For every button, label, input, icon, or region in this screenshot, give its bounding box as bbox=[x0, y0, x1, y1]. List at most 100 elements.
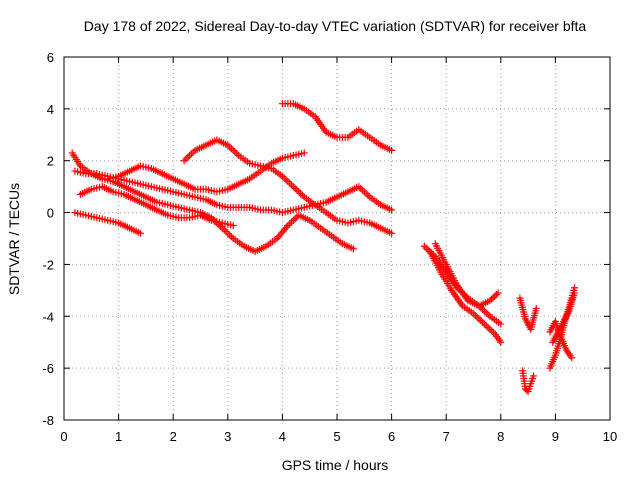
y-tick-labels: -8 -6 -4 -2 0 2 4 6 bbox=[42, 50, 54, 428]
data-point-marker bbox=[226, 231, 234, 239]
data-point-marker bbox=[420, 242, 428, 250]
data-point-marker bbox=[530, 372, 538, 380]
x-tick-label: 7 bbox=[443, 429, 450, 444]
x-tick-label: 0 bbox=[60, 429, 67, 444]
data-point-marker bbox=[357, 184, 365, 192]
y-tick-label: -6 bbox=[42, 361, 54, 376]
data-point-marker bbox=[180, 157, 188, 165]
y-tick-label: 4 bbox=[47, 102, 54, 117]
data-point-marker bbox=[289, 183, 297, 191]
data-point-marker bbox=[473, 313, 481, 321]
data-point-marker bbox=[486, 297, 494, 305]
x-tick-label: 8 bbox=[497, 429, 504, 444]
x-tick-label: 1 bbox=[115, 429, 122, 444]
data-point-marker bbox=[488, 327, 496, 335]
data-point-marker bbox=[571, 289, 579, 297]
y-tick-label: 2 bbox=[47, 154, 54, 169]
data-point-marker bbox=[388, 146, 396, 154]
data-point-marker bbox=[471, 311, 479, 319]
data-point-marker bbox=[231, 148, 239, 156]
data-point-marker bbox=[284, 177, 292, 185]
y-tick-label: -2 bbox=[42, 257, 54, 272]
data-point-marker bbox=[479, 318, 487, 326]
data-point-marker bbox=[227, 145, 235, 153]
data-point-marker bbox=[388, 206, 396, 214]
data-point-marker bbox=[482, 309, 490, 317]
data-point-marker bbox=[486, 325, 494, 333]
series-arc-15 bbox=[546, 317, 576, 362]
data-point-marker bbox=[282, 176, 290, 184]
data-point-marker bbox=[288, 181, 295, 189]
data-point-marker bbox=[280, 174, 288, 182]
data-point-marker bbox=[480, 320, 488, 328]
data-point-marker bbox=[497, 320, 505, 328]
data-point-marker bbox=[479, 305, 487, 313]
data-point-marker bbox=[293, 186, 301, 194]
series-arc-6 bbox=[180, 136, 396, 237]
data-point-marker bbox=[289, 216, 297, 224]
y-tick-label: -4 bbox=[42, 309, 54, 324]
series-arc-3 bbox=[71, 209, 144, 237]
x-tick-label: 2 bbox=[170, 429, 177, 444]
data-point-marker bbox=[229, 146, 237, 154]
data-point-marker bbox=[291, 184, 299, 192]
series-arc-9 bbox=[426, 247, 505, 346]
data-point-marker bbox=[295, 188, 303, 196]
series-arc-1 bbox=[68, 149, 357, 255]
data-point-marker bbox=[286, 220, 294, 228]
y-axis-label: SDTVAR / TECUs bbox=[6, 183, 22, 295]
x-axis-label: GPS time / hours bbox=[282, 457, 389, 473]
data-point-marker bbox=[360, 188, 368, 196]
data-point-marker bbox=[293, 213, 301, 221]
chart-title: Day 178 of 2022, Sidereal Day-to-day VTE… bbox=[84, 18, 587, 34]
data-point-marker bbox=[222, 228, 230, 236]
data-point-marker bbox=[480, 307, 488, 315]
data-point-marker bbox=[349, 245, 357, 253]
data-point-marker bbox=[297, 190, 305, 198]
data-point-marker bbox=[300, 149, 308, 157]
data-point-marker bbox=[484, 324, 492, 332]
data-point-marker bbox=[482, 322, 490, 330]
data-point-marker bbox=[568, 354, 576, 362]
data-point-marker bbox=[224, 229, 232, 237]
data-point-marker bbox=[362, 190, 370, 198]
x-tick-label: 9 bbox=[552, 429, 559, 444]
x-tick-label: 6 bbox=[388, 429, 395, 444]
series-arc-11 bbox=[516, 294, 540, 333]
data-point-marker bbox=[229, 222, 237, 230]
data-point-marker bbox=[484, 311, 492, 319]
data-point-marker bbox=[494, 289, 502, 297]
data-point-marker bbox=[136, 229, 144, 237]
data-point-marker bbox=[233, 150, 241, 158]
data-marks bbox=[68, 100, 579, 395]
data-point-marker bbox=[491, 292, 499, 300]
data-point-marker bbox=[388, 229, 396, 237]
plot-frame bbox=[63, 56, 611, 421]
data-point-marker bbox=[422, 244, 430, 252]
data-point-marker bbox=[187, 150, 195, 158]
x-tick-label: 3 bbox=[224, 429, 231, 444]
series-arc-5 bbox=[104, 149, 308, 196]
x-tick-label: 10 bbox=[603, 429, 617, 444]
series-arc-10 bbox=[431, 240, 502, 310]
grid-lines bbox=[64, 57, 610, 420]
series-arc-2 bbox=[71, 167, 396, 217]
y-tick-label: 6 bbox=[47, 50, 54, 65]
y-tick-label: 0 bbox=[47, 206, 54, 221]
data-point-marker bbox=[488, 295, 496, 303]
x-tick-labels: 0 1 2 3 4 5 6 7 8 9 10 bbox=[60, 429, 617, 444]
data-point-marker bbox=[497, 338, 505, 346]
series-arc-4 bbox=[76, 183, 237, 230]
y-tick-label: -8 bbox=[42, 413, 54, 428]
data-point-marker bbox=[186, 152, 194, 160]
data-point-marker bbox=[477, 317, 485, 325]
data-point-marker bbox=[298, 191, 306, 199]
data-point-marker bbox=[227, 233, 235, 241]
data-point-marker bbox=[220, 226, 228, 234]
data-point-marker bbox=[532, 305, 540, 313]
data-point-marker bbox=[489, 294, 497, 302]
data-point-marker bbox=[492, 291, 500, 299]
data-point-marker bbox=[288, 218, 295, 226]
